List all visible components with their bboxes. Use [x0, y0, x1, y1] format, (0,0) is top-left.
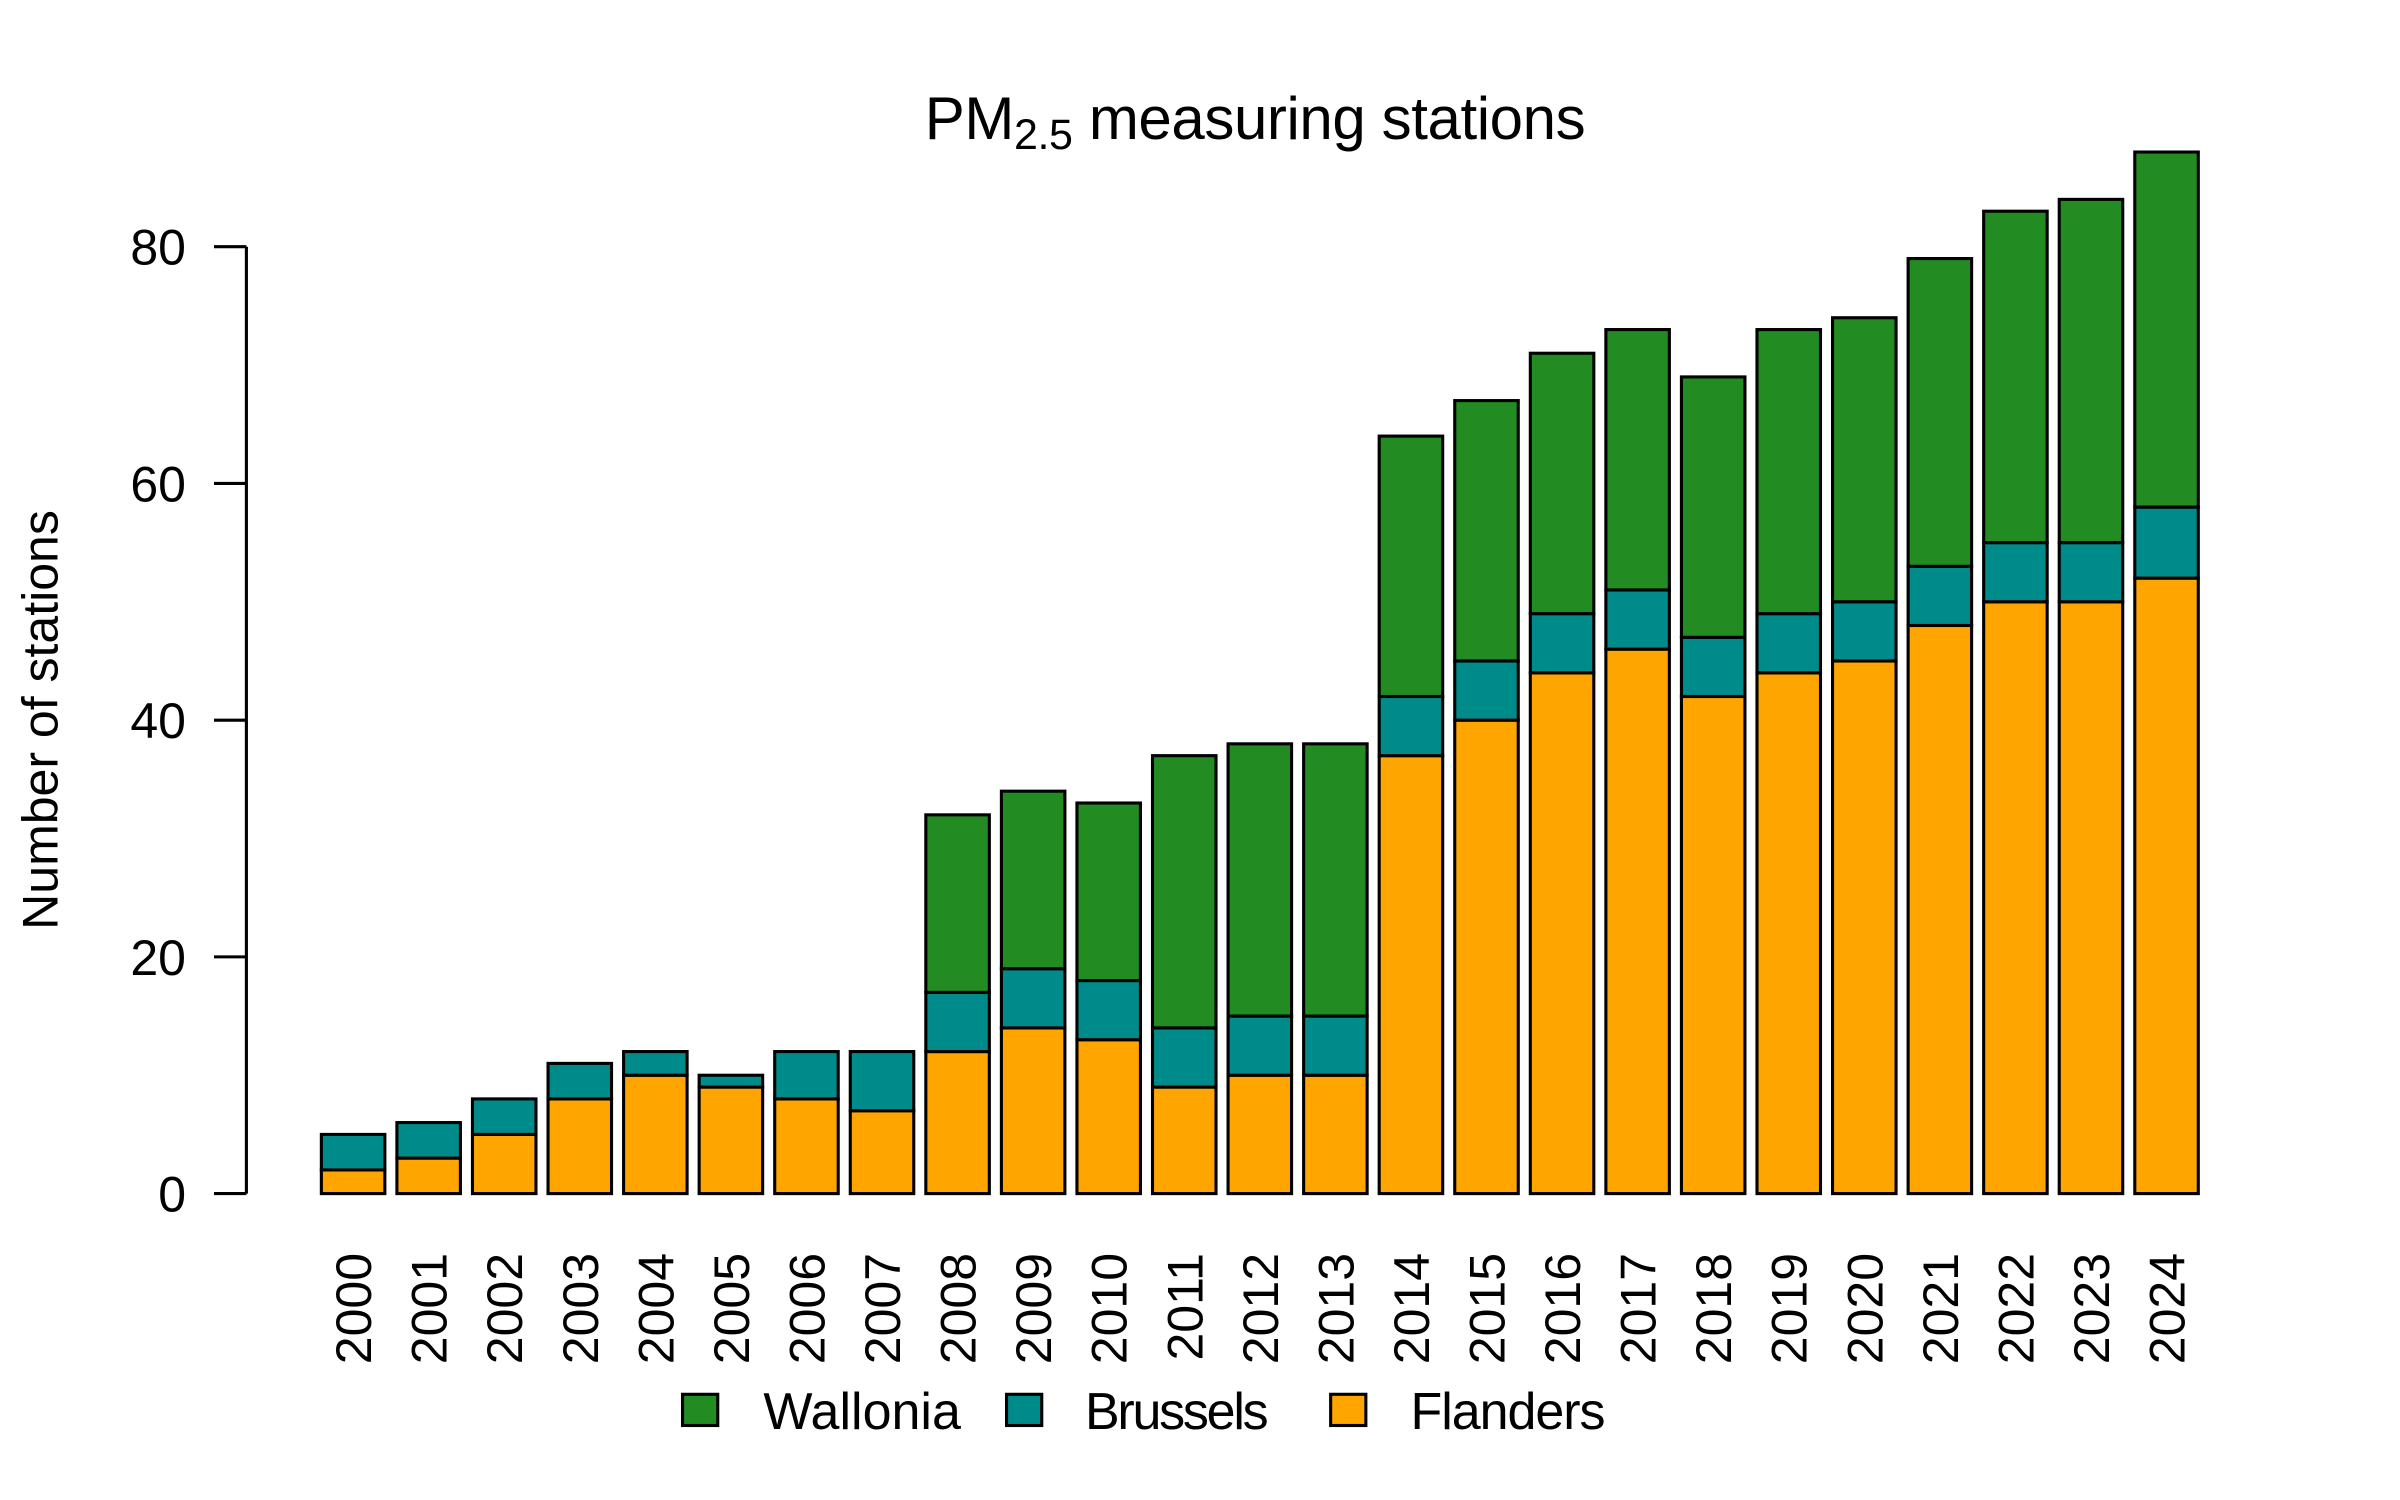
- svg-text:2006: 2006: [779, 1253, 835, 1364]
- svg-text:2017: 2017: [1611, 1253, 1667, 1364]
- svg-text:2019: 2019: [1762, 1253, 1818, 1364]
- svg-text:2010: 2010: [1082, 1253, 1138, 1364]
- svg-text:2023: 2023: [2064, 1253, 2120, 1364]
- svg-text:2008: 2008: [931, 1253, 987, 1364]
- svg-text:80: 80: [130, 220, 186, 276]
- svg-text:2011: 2011: [1157, 1253, 1213, 1361]
- svg-text:0: 0: [158, 1167, 186, 1223]
- svg-text:2004: 2004: [628, 1253, 684, 1364]
- svg-text:Wallonia: Wallonia: [763, 1383, 961, 1441]
- svg-text:2020: 2020: [1837, 1253, 1893, 1364]
- svg-text:60: 60: [130, 456, 186, 512]
- svg-text:2024: 2024: [2140, 1253, 2196, 1364]
- svg-text:2016: 2016: [1535, 1253, 1591, 1364]
- svg-text:2022: 2022: [1988, 1253, 2044, 1364]
- svg-text:2003: 2003: [553, 1253, 609, 1364]
- svg-text:2015: 2015: [1460, 1253, 1516, 1364]
- svg-text:2013: 2013: [1308, 1253, 1364, 1364]
- svg-text:2009: 2009: [1006, 1253, 1062, 1364]
- svg-text:PM2.5 measuring stations: PM2.5 measuring stations: [925, 85, 1585, 159]
- svg-text:2002: 2002: [477, 1253, 533, 1364]
- svg-text:40: 40: [130, 693, 186, 749]
- svg-text:2012: 2012: [1233, 1253, 1289, 1364]
- svg-text:2007: 2007: [855, 1253, 911, 1364]
- svg-text:Number of stations: Number of stations: [13, 510, 69, 930]
- svg-text:2014: 2014: [1384, 1253, 1440, 1364]
- svg-text:2000: 2000: [326, 1253, 382, 1364]
- svg-text:2005: 2005: [704, 1253, 760, 1364]
- svg-text:Flanders: Flanders: [1411, 1383, 1605, 1441]
- svg-text:2018: 2018: [1686, 1253, 1742, 1364]
- svg-text:2001: 2001: [402, 1253, 458, 1364]
- svg-text:2021: 2021: [1913, 1253, 1969, 1364]
- svg-text:Brussels: Brussels: [1085, 1383, 1268, 1441]
- svg-text:20: 20: [130, 930, 186, 986]
